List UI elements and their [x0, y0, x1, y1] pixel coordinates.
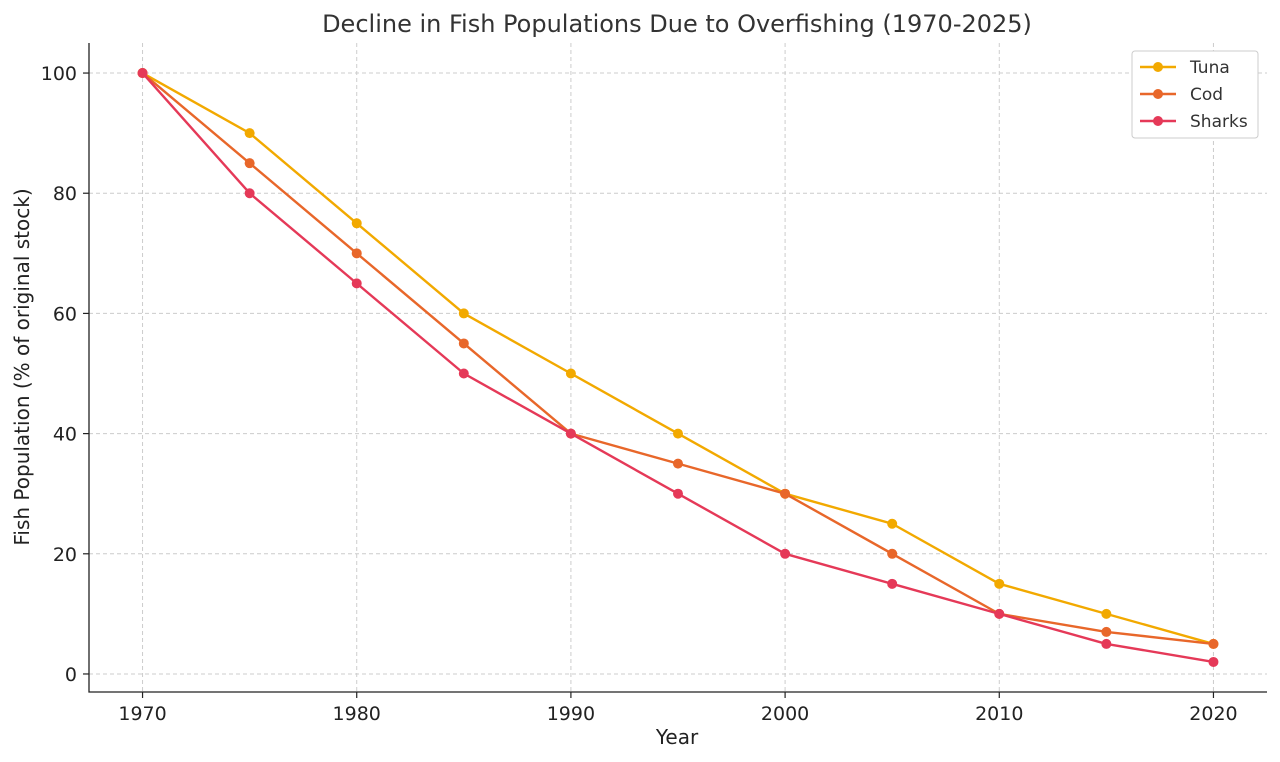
- data-point-sharks: [1101, 638, 1112, 649]
- legend-label: Sharks: [1190, 112, 1248, 132]
- gridlines: [89, 43, 1267, 692]
- x-tick-label: 1980: [333, 703, 381, 725]
- data-point-cod: [244, 158, 255, 169]
- data-point-sharks: [994, 608, 1005, 619]
- y-tick-label: 80: [53, 183, 77, 205]
- y-axis-label: Fish Population (% of original stock): [10, 188, 34, 545]
- legend-entry-cod: Cod: [1140, 85, 1223, 105]
- series-line-tuna: [141, 71, 1214, 646]
- y-tick-label: 0: [65, 664, 77, 686]
- axes: [88, 43, 1267, 693]
- legend-entry-sharks: Sharks: [1140, 112, 1248, 132]
- series-tuna: [137, 68, 1219, 649]
- data-point-sharks: [137, 68, 148, 79]
- data-point-tuna: [458, 308, 469, 319]
- legend-entry-tuna: Tuna: [1140, 58, 1230, 78]
- data-point-cod: [1208, 638, 1219, 649]
- data-point-sharks: [887, 578, 898, 589]
- data-point-sharks: [244, 188, 255, 199]
- data-point-tuna: [565, 368, 576, 379]
- data-point-cod: [458, 338, 469, 349]
- data-point-sharks: [1208, 656, 1219, 667]
- data-point-sharks: [565, 428, 576, 439]
- axes-spine: [88, 43, 1267, 693]
- data-point-sharks: [673, 488, 683, 499]
- y-tick-label: 100: [41, 63, 77, 85]
- x-tick-label: 2010: [975, 703, 1023, 725]
- data-point-tuna: [1101, 608, 1112, 619]
- tick-labels: 1970 1980 1990 2000 2010 2020 0 20 40 60 80 100: [41, 63, 1238, 725]
- data-point-tuna: [887, 518, 898, 529]
- x-tick-label: 1990: [547, 703, 595, 725]
- y-tick-label: 60: [53, 303, 77, 325]
- series-sharks: [137, 68, 1219, 667]
- x-tick-label: 2000: [761, 703, 809, 725]
- data-point-cod: [1101, 626, 1112, 637]
- series-lines: [137, 68, 1219, 667]
- legend-label: Tuna: [1189, 58, 1230, 78]
- legend-marker-swatch: [1153, 62, 1163, 72]
- x-tick-label: 2020: [1189, 703, 1237, 725]
- series-line-cod: [141, 72, 1214, 646]
- legend-marker-swatch: [1153, 89, 1163, 99]
- data-point-tuna: [673, 428, 683, 439]
- data-point-tuna: [244, 128, 255, 139]
- legend-marker-swatch: [1153, 116, 1163, 126]
- legend-box: [1131, 50, 1259, 139]
- data-point-sharks: [780, 548, 791, 559]
- data-point-tuna: [351, 218, 362, 229]
- data-point-sharks: [351, 278, 362, 289]
- legend-label: Cod: [1190, 85, 1223, 105]
- data-point-cod: [887, 548, 898, 559]
- data-point-cod: [780, 488, 791, 499]
- data-point-sharks: [458, 368, 469, 379]
- data-point-tuna: [994, 578, 1005, 589]
- series-line-sharks: [141, 72, 1214, 664]
- chart-title: Decline in Fish Populations Due to Overf…: [322, 10, 1032, 38]
- x-tick-label: 1970: [118, 703, 166, 725]
- y-tick-label: 20: [53, 544, 77, 566]
- y-tick-label: 40: [53, 424, 77, 446]
- series-cod: [137, 68, 1219, 649]
- data-point-cod: [351, 248, 362, 259]
- data-point-cod: [673, 458, 683, 469]
- x-axis-label: Year: [655, 725, 699, 749]
- legend: Tuna Cod Sharks: [1131, 50, 1259, 139]
